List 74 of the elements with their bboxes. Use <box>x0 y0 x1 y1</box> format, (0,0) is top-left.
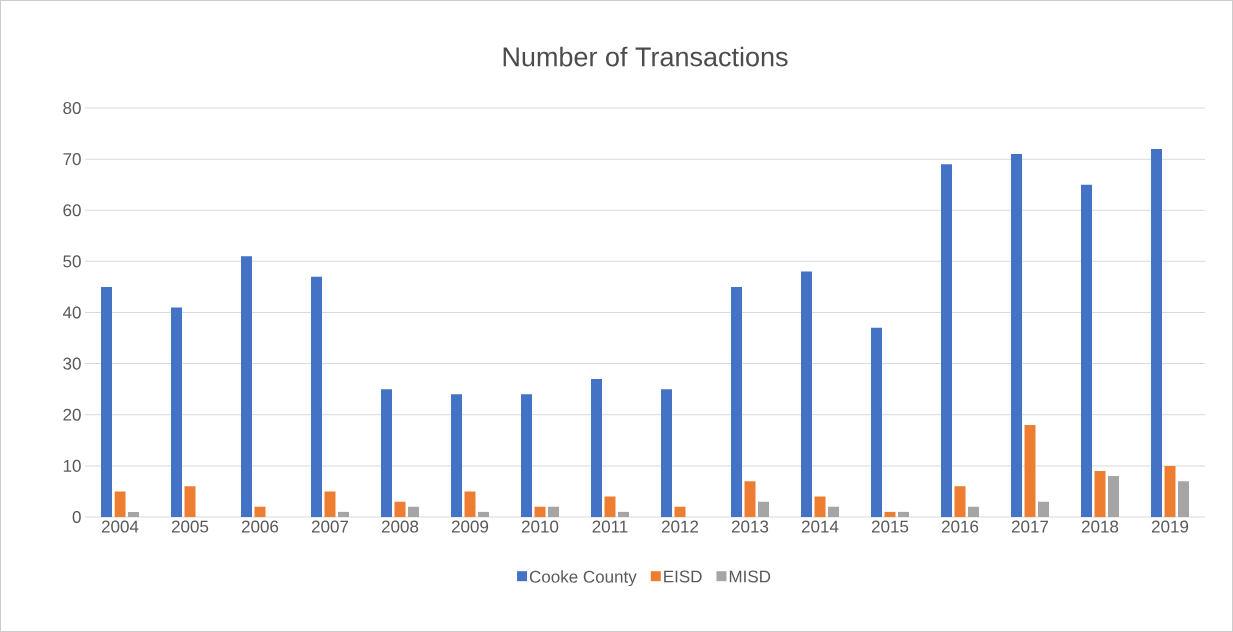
bar <box>311 276 323 517</box>
x-tick-label: 2009 <box>451 520 489 533</box>
x-tick-label: 2006 <box>241 520 279 533</box>
x-tick-label: 2017 <box>1011 520 1049 533</box>
bar <box>114 491 126 517</box>
bar <box>1178 481 1190 517</box>
x-tick-label: 2008 <box>381 520 419 533</box>
legend-label: Cooke County <box>529 570 637 587</box>
y-tick-label: 40 <box>62 306 81 319</box>
bar <box>338 511 350 517</box>
bar <box>758 501 770 517</box>
y-tick-label: 30 <box>63 357 81 370</box>
bar <box>828 506 840 517</box>
bar <box>591 378 602 517</box>
legend-label: MISD <box>729 570 771 583</box>
y-tick-label: 60 <box>63 204 81 217</box>
bar <box>478 511 489 517</box>
bar <box>661 389 673 517</box>
x-tick-label: 2010 <box>521 520 559 533</box>
bar <box>184 486 196 517</box>
bar <box>954 486 966 517</box>
bar <box>241 256 252 517</box>
bar <box>451 394 463 517</box>
bar <box>1108 476 1120 517</box>
x-tick-label: 2014 <box>801 520 839 533</box>
bar <box>128 511 139 517</box>
y-tick-label: 0 <box>72 510 81 524</box>
bar <box>1038 501 1050 517</box>
y-tick-label: 20 <box>63 408 81 421</box>
bar <box>884 511 896 517</box>
x-tick-label: 2019 <box>1151 520 1189 533</box>
x-tick-label: 2011 <box>592 520 628 533</box>
bar <box>941 164 953 517</box>
bar <box>534 506 546 517</box>
x-tick-label: 2012 <box>661 520 699 533</box>
bar <box>1094 470 1106 517</box>
y-tick-label: 50 <box>63 255 81 268</box>
bar <box>871 327 883 517</box>
bar <box>464 491 476 517</box>
x-tick-label: 2015 <box>871 520 909 533</box>
bar <box>898 511 910 517</box>
bar <box>548 506 560 517</box>
bar <box>171 307 182 517</box>
chart-title: Number of Transactions <box>503 46 788 67</box>
x-tick-label: 2004 <box>101 520 139 533</box>
legend-label: EISD <box>664 570 702 583</box>
bar <box>674 506 686 517</box>
x-tick-label: 2005 <box>171 520 209 533</box>
x-tick-label: 2013 <box>731 520 769 533</box>
bar <box>731 286 743 517</box>
bar <box>1024 424 1036 517</box>
bar <box>521 394 533 517</box>
x-tick-label: 2018 <box>1081 520 1119 533</box>
bar <box>801 271 813 517</box>
bar <box>101 286 112 517</box>
bar <box>968 506 980 517</box>
bar <box>814 496 826 517</box>
bar <box>394 501 406 517</box>
x-tick-label: 2007 <box>311 520 349 533</box>
bar <box>408 506 420 517</box>
bar <box>381 389 393 517</box>
bar <box>324 491 336 517</box>
x-tick-label: 2016 <box>941 520 979 533</box>
bar <box>1011 154 1023 517</box>
bar <box>254 506 266 517</box>
y-tick-label: 10 <box>63 459 81 472</box>
bar <box>744 481 756 517</box>
bar <box>1081 184 1093 517</box>
bar <box>1164 465 1176 517</box>
y-tick-label: 70 <box>63 153 81 166</box>
bar <box>618 511 630 517</box>
bar <box>604 496 616 517</box>
y-tick-label: 80 <box>63 101 81 115</box>
bar <box>1151 148 1163 517</box>
